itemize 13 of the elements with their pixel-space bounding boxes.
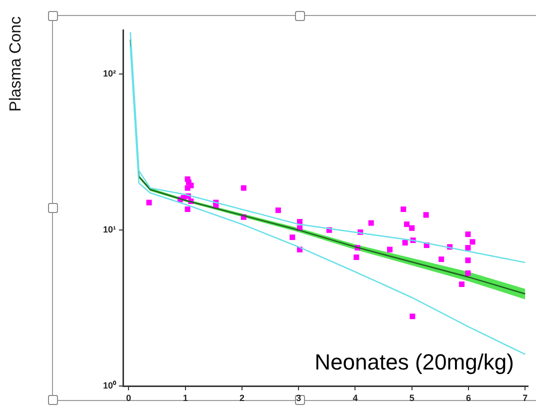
x-tick-label: 1 <box>182 393 188 404</box>
x-tick-label: 2 <box>239 393 244 404</box>
x-tick-label: 4 <box>352 393 358 404</box>
x-tick-label: 5 <box>409 393 414 404</box>
annotation: Neonates (20mg/kg) <box>314 349 514 374</box>
y-tick-label: 10² <box>102 68 116 78</box>
x-tick-label: 0 <box>126 393 132 404</box>
x-tick-label: 7 <box>522 393 528 404</box>
y-tick-label: 10⁰ <box>102 380 118 391</box>
x-tick-label: 3 <box>296 393 302 404</box>
y-tick-label: 10¹ <box>102 224 116 235</box>
y-axis-title: Plasma Conc <box>8 16 26 112</box>
x-tick-label: 6 <box>466 393 472 404</box>
